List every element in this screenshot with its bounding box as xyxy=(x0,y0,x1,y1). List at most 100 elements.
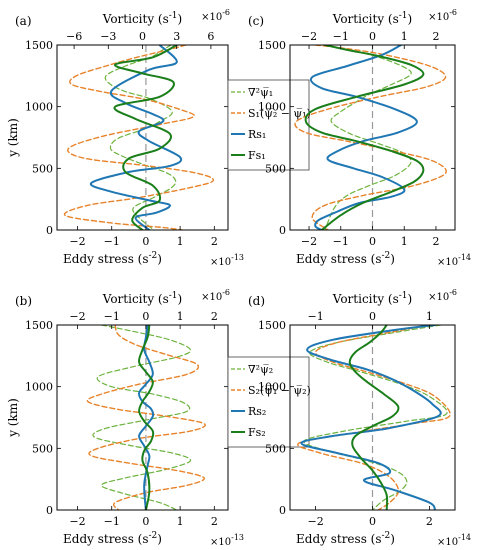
top-tick-label: −2 xyxy=(301,30,317,43)
x-tick-label: −2 xyxy=(69,235,85,248)
y-tick-label: 0 xyxy=(279,224,286,237)
top-tick-label: 0 xyxy=(139,30,146,43)
x-axis-label: Eddy stress (s-2) xyxy=(63,251,162,266)
series-line-fs xyxy=(113,45,178,230)
series-line-stretch xyxy=(63,45,215,230)
x-tick-label: −2 xyxy=(307,515,323,528)
x-tick-label: 1 xyxy=(177,235,184,248)
legend: ∇²ψ̅₂ S₂(ψ̅₁ − ψ̅₂) Rs₂ Fs₂ xyxy=(227,356,311,448)
y-tick-label: 500 xyxy=(265,442,286,455)
x-tick-label: 2 xyxy=(432,235,439,248)
series-line-lap xyxy=(104,45,177,230)
y-tick-label: 1000 xyxy=(258,381,286,394)
legend: ∇²ψ̅₁ S₁(ψ̅₂ − ψ̅₁) Rs₁ Fs₁ xyxy=(227,79,311,171)
panel-label: (b) xyxy=(15,294,32,308)
x-tick-label: 2 xyxy=(211,235,218,248)
legend-entry-rs: Rs₂ xyxy=(248,405,266,418)
top-axis-label: Vorticity (s-1) xyxy=(102,11,182,26)
y-tick-label: 1000 xyxy=(25,381,53,394)
top-tick-label: 0 xyxy=(369,310,376,323)
top-tick-label: 6 xyxy=(207,30,214,43)
x-tick-label: 0 xyxy=(369,515,376,528)
series-line-stretch xyxy=(86,325,206,510)
y-tick-label: 500 xyxy=(32,442,53,455)
top-tick-label: 0 xyxy=(142,310,149,323)
series-group xyxy=(86,325,206,510)
panel-label: (a) xyxy=(15,14,32,28)
x-multiplier: ×10-14 xyxy=(437,533,471,548)
top-tick-label: −2 xyxy=(69,310,85,323)
panel-b: −2 −1 0 1 2 −2 −1 0 1 2 0 500 1000 1500 (b) Vorticity (… xyxy=(6,288,244,548)
top-tick-label: −1 xyxy=(104,310,120,323)
top-axis-label: Vorticity (s-1) xyxy=(332,291,412,306)
panel-d: −2 0 2 −1 0 1 0 500 1000 1500 (d) Vorticity (s-1) ×1… xyxy=(248,288,471,548)
x-axis-label: Eddy stress (s-2) xyxy=(296,251,395,266)
panel-a: −2 −1 0 1 2 −6 −3 0 3 6 0 500 1000 1500 (a) Vorticity (… xyxy=(6,8,244,268)
x-tick-label: 2 xyxy=(211,515,218,528)
series-line-lap xyxy=(324,45,412,230)
x-tick-label: 0 xyxy=(142,515,149,528)
series-line-rs xyxy=(309,45,418,230)
x-axis-label: Eddy stress (s-2) xyxy=(296,531,395,546)
series-line-stretch xyxy=(297,325,451,510)
top-multiplier: ×10-6 xyxy=(428,288,457,303)
series-line-rs xyxy=(300,325,442,510)
legend-entry-stretch: S₂(ψ̅₁ − ψ̅₂) xyxy=(248,384,311,397)
x-axis-label: Eddy stress (s-2) xyxy=(63,531,162,546)
top-multiplier: ×10-6 xyxy=(201,8,230,23)
panel-label: (c) xyxy=(248,14,264,28)
y-tick-label: 1000 xyxy=(25,101,53,114)
top-axis-label: Vorticity (s-1) xyxy=(332,11,412,26)
top-tick-label: 1 xyxy=(426,310,433,323)
panel-label: (d) xyxy=(248,294,265,308)
series-line-lap xyxy=(92,325,192,510)
x-tick-label: 0 xyxy=(142,235,149,248)
y-tick-label: 500 xyxy=(265,162,286,175)
x-tick-label: 1 xyxy=(177,515,184,528)
x-tick-label: −1 xyxy=(333,235,349,248)
top-tick-label: −1 xyxy=(307,310,323,323)
top-tick-label: 1 xyxy=(401,30,408,43)
top-tick-label: 1 xyxy=(177,310,184,323)
legend-entry-rs: Rs₁ xyxy=(248,128,266,141)
y-tick-label: 1500 xyxy=(258,39,286,52)
legend-entry-fs: Fs₁ xyxy=(248,149,266,162)
y-tick-label: 0 xyxy=(279,504,286,517)
series-group xyxy=(297,325,451,510)
y-tick-label: 1500 xyxy=(258,319,286,332)
x-tick-label: 0 xyxy=(369,235,376,248)
panel-c: −2 −1 0 1 2 −2 −1 0 1 2 0 500 1000 1500 (c) Vorticity (… xyxy=(248,8,471,268)
y-axis-label: y (km) xyxy=(6,398,20,438)
y-tick-label: 500 xyxy=(32,162,53,175)
series-line-rs xyxy=(89,45,183,230)
series-line-rs xyxy=(137,325,155,510)
x-multiplier: ×10-13 xyxy=(210,533,244,548)
y-tick-label: 1500 xyxy=(25,39,53,52)
series-line-stretch xyxy=(294,45,447,230)
legend-entry-fs: Fs₂ xyxy=(248,426,266,439)
y-tick-label: 0 xyxy=(46,224,53,237)
series-group xyxy=(294,45,447,230)
top-multiplier: ×10-6 xyxy=(201,288,230,303)
x-multiplier: ×10-13 xyxy=(210,253,244,268)
y-tick-label: 0 xyxy=(46,504,53,517)
x-tick-label: −1 xyxy=(104,235,120,248)
series-group xyxy=(63,45,215,230)
x-tick-label: −1 xyxy=(104,515,120,528)
series-line-lap xyxy=(303,325,448,510)
top-tick-label: −3 xyxy=(100,30,116,43)
y-tick-label: 1000 xyxy=(258,101,286,114)
x-tick-label: 1 xyxy=(401,235,408,248)
series-line-fs xyxy=(348,325,400,510)
top-multiplier: ×10-6 xyxy=(428,8,457,23)
top-tick-label: −1 xyxy=(333,30,349,43)
top-tick-label: 2 xyxy=(211,310,218,323)
y-axis-label: y (km) xyxy=(6,118,20,158)
x-tick-label: −2 xyxy=(301,235,317,248)
top-tick-label: −6 xyxy=(66,30,82,43)
top-tick-label: 2 xyxy=(432,30,439,43)
legend-entry-lap: ∇²ψ̅₁ xyxy=(248,86,273,99)
top-tick-label: 3 xyxy=(173,30,180,43)
series-line-fs xyxy=(138,325,155,510)
